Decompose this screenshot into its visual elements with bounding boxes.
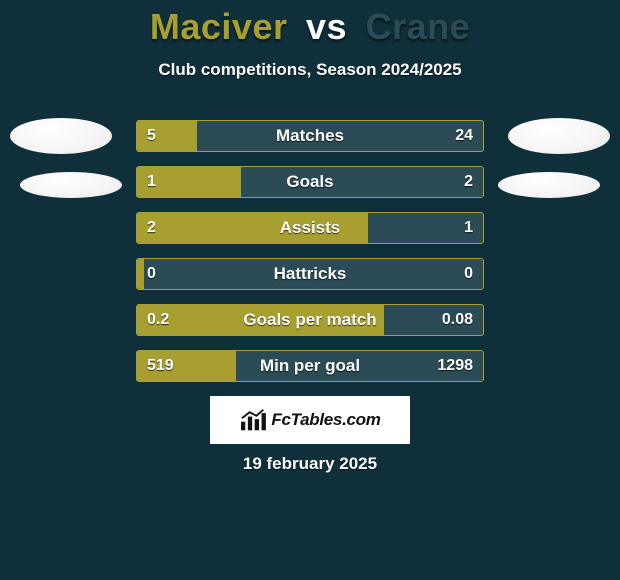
- stat-row: 0 0 Hattricks: [136, 258, 484, 290]
- brand-text: FcTables.com: [271, 410, 380, 430]
- stat-value-p2: 2: [464, 173, 473, 191]
- stat-value-p1: 5: [147, 127, 156, 145]
- stat-value-p1: 0.2: [147, 311, 169, 329]
- stat-row: 0.2 0.08 Goals per match: [136, 304, 484, 336]
- stat-row: 2 1 Assists: [136, 212, 484, 244]
- stat-label: Matches: [276, 126, 344, 146]
- stat-value-p2: 1298: [437, 357, 473, 375]
- p2-club-logo-a: [508, 118, 610, 154]
- stat-label: Goals per match: [243, 310, 376, 330]
- player2-name: Crane: [366, 6, 471, 47]
- p2-club-logo-b: [498, 172, 600, 198]
- stat-fill-p1: [137, 259, 144, 289]
- brand-badge: FcTables.com: [210, 396, 410, 444]
- stat-fill-p2: [248, 167, 483, 197]
- stat-value-p2: 0.08: [442, 311, 473, 329]
- stat-value-p2: 0: [464, 265, 473, 283]
- stat-value-p2: 24: [455, 127, 473, 145]
- stat-row: 1 2 Goals: [136, 166, 484, 198]
- stat-label: Assists: [280, 218, 340, 238]
- stat-value-p1: 1: [147, 173, 156, 191]
- stat-fill-p1: [137, 121, 197, 151]
- stat-label: Goals: [286, 172, 333, 192]
- subtitle: Club competitions, Season 2024/2025: [0, 60, 620, 80]
- stat-row: 5 24 Matches: [136, 120, 484, 152]
- stat-value-p2: 1: [464, 219, 473, 237]
- stat-value-p1: 2: [147, 219, 156, 237]
- brand-chart-icon: [239, 408, 267, 432]
- stat-value-p1: 519: [147, 357, 174, 375]
- p1-club-logo-b: [20, 172, 122, 198]
- player1-name: Maciver: [150, 6, 288, 47]
- stat-bars: 5 24 Matches 1 2 Goals 2 1 Assists 0 0 Hattricks 0.2…: [136, 120, 484, 396]
- stat-label: Hattricks: [274, 264, 347, 284]
- stat-label: Min per goal: [260, 356, 360, 376]
- snapshot-date: 19 february 2025: [0, 454, 620, 474]
- vs-separator: vs: [306, 6, 347, 47]
- stat-row: 519 1298 Min per goal: [136, 350, 484, 382]
- comparison-title: Maciver vs Crane: [0, 0, 620, 48]
- stat-value-p1: 0: [147, 265, 156, 283]
- stat-fill-p2: [476, 259, 483, 289]
- p1-club-logo-a: [10, 118, 112, 154]
